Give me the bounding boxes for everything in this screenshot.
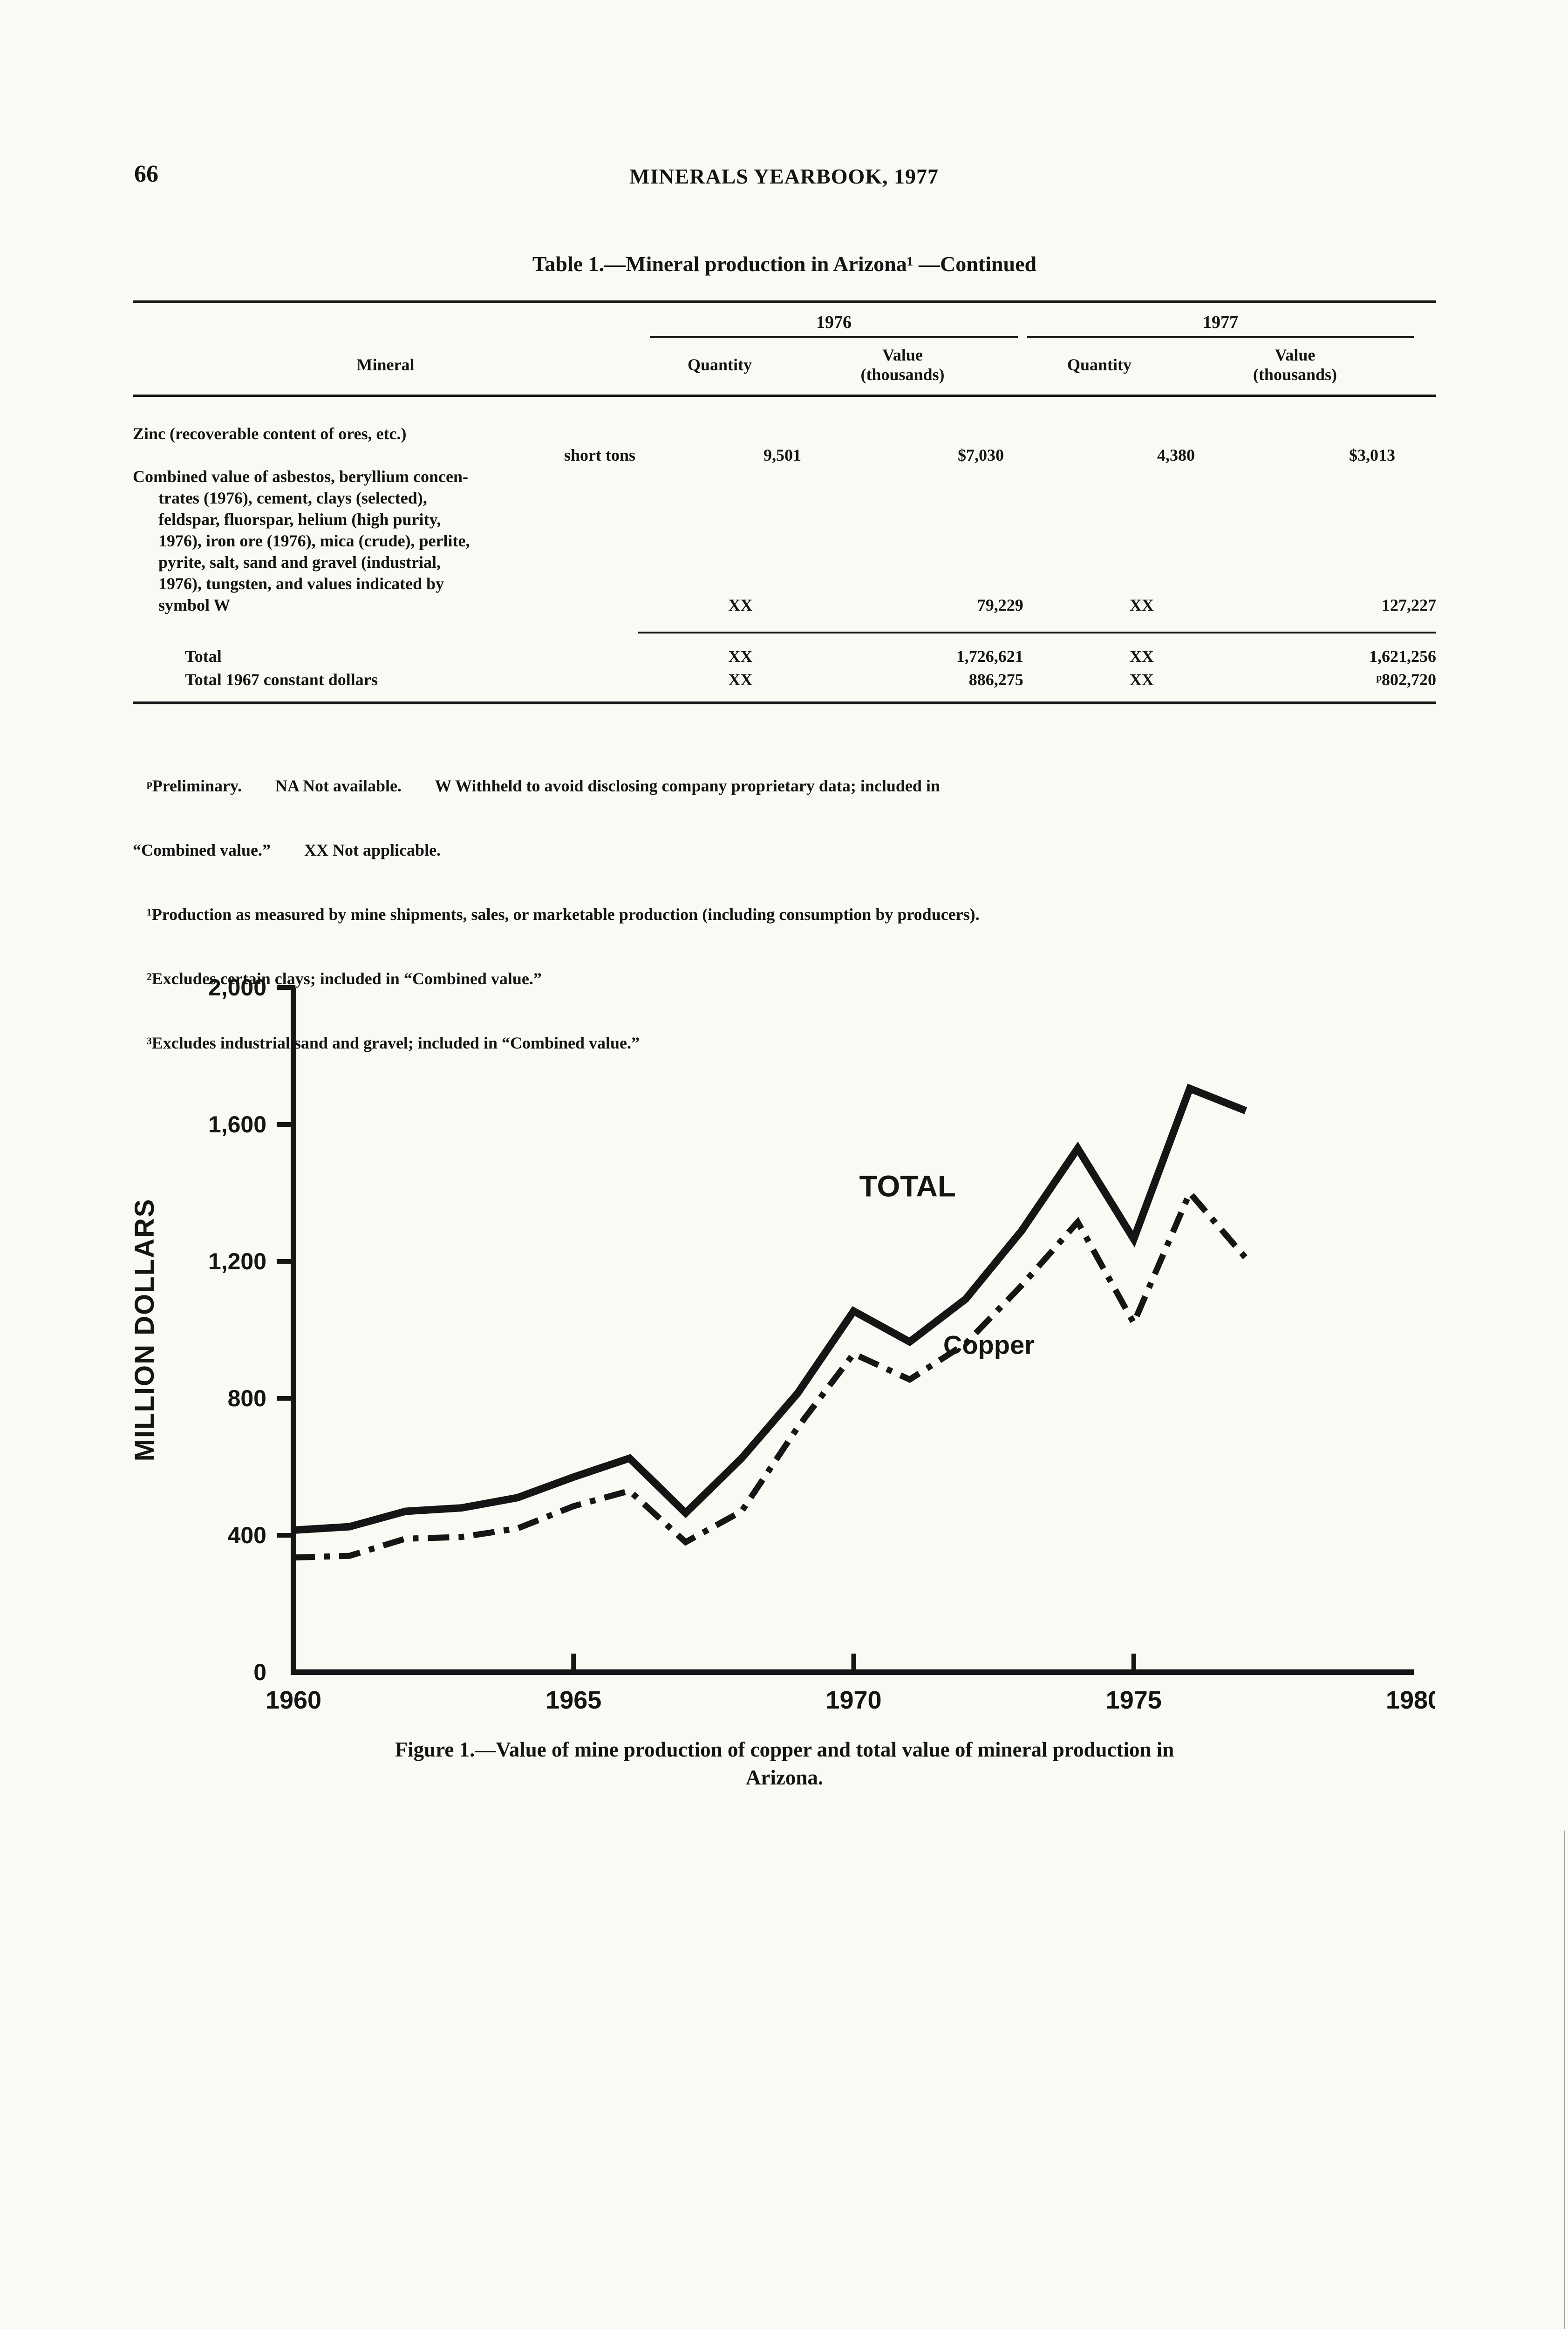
row-label-cell: Total: [133, 646, 636, 667]
table-header-rule: [133, 395, 1436, 397]
footnote-2: ²Excludes certain clays; included in “Co…: [147, 969, 542, 988]
year-group-1976: 1976: [638, 312, 1018, 338]
scan-edge-artifact: [1564, 1831, 1565, 2329]
row-label-cell: Total 1967 constant dollars: [133, 669, 636, 690]
row-label: trates (1976), cement, clays (selected),: [158, 489, 427, 507]
table-row-total: Total XX 1,726,621 XX 1,621,256: [133, 646, 1436, 667]
figure-caption: Figure 1.—Value of mine production of co…: [133, 1736, 1436, 1791]
figure-caption-line2: Arizona.: [745, 1766, 824, 1789]
row-label: Zinc (recoverable content of ores, etc.): [133, 424, 407, 443]
y-tick-label: 1,600: [208, 1111, 266, 1137]
figure-caption-line1: Figure 1.—Value of mine production of co…: [395, 1738, 1174, 1761]
col-header-value-1977: Value (thousands): [1195, 345, 1395, 384]
col-header-quantity-1977: Quantity: [1067, 355, 1132, 374]
row-label: Total: [185, 647, 222, 666]
column-header-row: Mineral Quantity Value (thousands) Quant…: [133, 342, 1436, 387]
table-bottom-rule: [133, 701, 1436, 704]
cell-quantity-1976: 9,501: [764, 446, 801, 464]
x-tick-label: 1970: [825, 1686, 881, 1714]
table-title: Table 1.—Mineral production in Arizona¹ …: [532, 252, 1037, 276]
footnote-symbols: ᵖPreliminary. NA Not available. W Withhe…: [147, 776, 940, 795]
value-header-line2: (thousands): [860, 365, 945, 384]
y-tick-label: 0: [253, 1659, 266, 1685]
running-head: MINERALS YEARBOOK, 1977: [629, 164, 939, 188]
table-top-rule: [133, 300, 1436, 303]
y-tick-label: 1,200: [208, 1248, 266, 1274]
cell-value-1976: 886,275: [968, 670, 1023, 689]
year-group-1977-label: 1977: [1027, 312, 1414, 338]
row-label-cell: Zinc (recoverable content of ores, etc.)…: [133, 423, 638, 466]
cell-quantity-1977: 4,380: [1157, 446, 1195, 464]
figure-chart: 0 400 800 1,200 1,600 2,000 1960 1965 1970 1975 19…: [65, 946, 1435, 1728]
row-label: Total 1967 constant dollars: [185, 670, 378, 689]
cell-quantity-1977: XX: [1129, 670, 1154, 689]
cell-value-1976: 79,229: [977, 596, 1023, 614]
year-group-1977: 1977: [1004, 312, 1414, 338]
cell-quantity-1977: XX: [1129, 647, 1154, 666]
row-label: Combined value of asbestos, beryllium co…: [133, 467, 468, 486]
figure-chart-svg: 0 400 800 1,200 1,600 2,000 1960 1965 1970 1975 19…: [130, 974, 1435, 1714]
y-tick-label: 800: [228, 1385, 266, 1411]
value-header-line1: Value: [1275, 346, 1316, 364]
chart-axes: [291, 987, 1414, 1675]
year-spanner-row: 1976 1977: [133, 303, 1436, 338]
value-header-line1: Value: [882, 346, 923, 364]
table-row-zinc: Zinc (recoverable content of ores, etc.)…: [133, 423, 1436, 466]
copper-line: [293, 1187, 1248, 1561]
cell-quantity-1977: XX: [1129, 596, 1154, 614]
row-label: 1976), iron ore (1976), mica (crude), pe…: [158, 531, 470, 550]
row-label: symbol W: [158, 596, 231, 614]
cell-quantity-1976: XX: [728, 670, 753, 689]
row-label: feldspar, fluorspar, helium (high purity…: [158, 510, 441, 529]
table-row-combined-value: Combined value of asbestos, beryllium co…: [133, 466, 1436, 616]
y-axis-title: MILLION DOLLARS: [130, 1199, 160, 1462]
mineral-production-table: 1976 1977 Mineral Quantity Value (thousa…: [133, 300, 1436, 704]
row-label: 1976), tungsten, and values indicated by: [158, 574, 444, 593]
col-header-value-1976: Value (thousands): [801, 345, 1004, 384]
table-row-total-constant-dollars: Total 1967 constant dollars XX 886,275 X…: [133, 669, 1436, 690]
cell-value-1976: $7,030: [958, 446, 1004, 464]
table-footnotes: ᵖPreliminary. NA Not available. W Withhe…: [133, 732, 1436, 1096]
value-header-line2: (thousands): [1253, 365, 1337, 384]
total-series-label: TOTAL: [859, 1169, 956, 1203]
cell-value-1977: 1,621,256: [1369, 647, 1437, 666]
y-tick-label: 400: [228, 1522, 266, 1548]
cell-value-1977: 127,227: [1382, 596, 1437, 614]
year-group-1976-label: 1976: [650, 312, 1018, 338]
copper-series-label: Copper: [943, 1330, 1035, 1359]
cell-quantity-1976: XX: [728, 596, 753, 614]
x-tick-label: 1960: [266, 1686, 321, 1714]
footnote-symbols-continued: “Combined value.” XX Not applicable.: [133, 841, 441, 859]
footnote-1: ¹Production as measured by mine shipment…: [147, 905, 980, 924]
row-unit: short tons: [564, 446, 635, 464]
cell-value-1977: $3,013: [1349, 446, 1395, 464]
x-tick-label: 1965: [545, 1686, 601, 1714]
row-label-cell: Combined value of asbestos, beryllium co…: [133, 466, 636, 616]
y-tick-label: 2,000: [208, 974, 266, 1001]
cell-value-1977: ᵖ802,720: [1376, 670, 1437, 689]
col-header-quantity-1976: Quantity: [687, 355, 752, 374]
footnote-3: ³Excludes industrial sand and gravel; in…: [147, 1034, 640, 1052]
total-line: [293, 1083, 1248, 1534]
cell-quantity-1976: XX: [728, 647, 753, 666]
x-tick-label: 1980: [1386, 1686, 1435, 1714]
col-header-mineral: Mineral: [356, 355, 415, 374]
row-label: pyrite, salt, sand and gravel (industria…: [158, 553, 441, 572]
pre-total-rule: [638, 632, 1436, 633]
cell-value-1976: 1,726,621: [956, 647, 1023, 666]
page-number: 66: [134, 161, 158, 187]
x-tick-label: 1975: [1106, 1686, 1162, 1714]
spanner-stub-spacer: [133, 312, 638, 338]
